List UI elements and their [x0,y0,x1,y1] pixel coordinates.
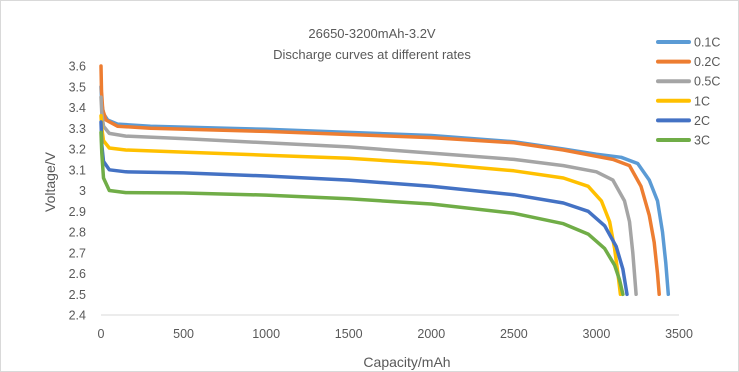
legend-label: 0.1C [694,36,720,50]
x-tick-label: 0 [98,327,105,341]
y-tick-label: 3.6 [69,60,86,74]
chart-subtitle: Discharge curves at different rates [273,47,471,62]
y-tick-label: 3.4 [69,101,86,115]
y-tick-label: 3 [79,184,86,198]
y-tick-label: 2.6 [69,267,86,281]
legend-label: 0.2C [694,55,720,69]
y-tick-label: 3.1 [69,163,86,177]
series-line-0-5c [99,95,638,297]
x-tick-label: 2000 [417,327,445,341]
series-line-0-2c [99,64,661,297]
series-lines [99,64,671,297]
y-tick-label: 2.7 [69,246,86,260]
y-axis-title: Voltage/V [42,151,58,212]
series-line-0-1c [99,85,671,297]
y-tick-label: 3.5 [69,80,86,94]
y-tick-label: 3.3 [69,122,86,136]
y-tick-label: 2.4 [69,309,86,323]
x-tick-label: 1000 [252,327,280,341]
y-tick-label: 3.2 [69,143,86,157]
x-tick-label: 3000 [583,327,611,341]
series-line-3c [99,130,625,297]
x-tick-label: 2500 [500,327,528,341]
x-tick-label: 500 [173,327,194,341]
series-line-1c [99,114,623,297]
x-tick-label: 3500 [665,327,693,341]
x-tick-label: 1500 [335,327,363,341]
legend: 0.1C 0.2C 0.5C 1C 2C 3C [656,36,720,148]
y-tick-label: 2.5 [69,288,86,302]
legend-label: 0.5C [694,75,720,89]
y-tick-label: 2.9 [69,205,86,219]
legend-label: 3C [694,134,710,148]
y-axis-ticks: 2.4 2.5 2.6 2.7 2.8 2.9 3 3.1 3.2 3.3 3.4 3.5 3.6 [69,60,86,323]
legend-label: 2C [694,114,710,128]
x-axis-title: Capacity/mAh [363,354,450,370]
x-axis-ticks: 0 500 1000 1500 2000 2500 3000 3500 [98,327,693,341]
legend-label: 1C [694,94,710,108]
y-tick-label: 2.8 [69,226,86,240]
chart-title: 26650-3200mAh-3.2V [308,26,436,41]
series-line-2c [99,120,629,297]
